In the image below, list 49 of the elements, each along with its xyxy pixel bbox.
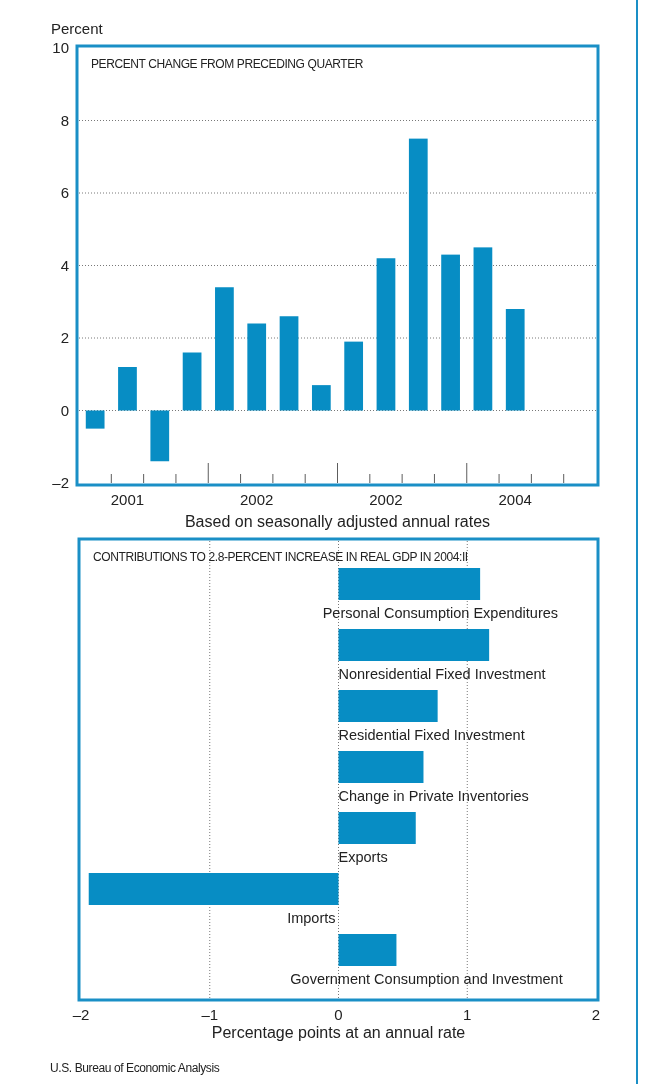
y-tick-label: Change in Private Inventories: [338, 788, 529, 804]
x-tick-label: 2004: [498, 491, 532, 508]
y-axis-title: Percent: [51, 20, 104, 37]
y-tick-label: 8: [60, 111, 69, 129]
bar: [338, 812, 416, 844]
bar: [279, 316, 299, 411]
bar: [473, 247, 493, 411]
bar: [85, 410, 105, 429]
y-tick-label: Personal Consumption Expenditures: [322, 605, 559, 621]
x-tick-label: 1: [463, 1006, 472, 1023]
bar: [441, 254, 460, 411]
y-tick-label: Imports: [287, 910, 336, 926]
bar: [376, 258, 396, 411]
bar: [344, 341, 364, 411]
bar: [505, 309, 525, 411]
y-tick-label: 2: [60, 329, 69, 347]
x-tick-label: 2002: [240, 491, 274, 508]
y-tick-label: 10: [52, 39, 69, 57]
bar: [338, 751, 424, 783]
bar: [408, 138, 428, 411]
y-tick-label: –2: [52, 474, 69, 492]
bar: [338, 568, 481, 600]
bar: [247, 323, 267, 411]
bar: [311, 385, 331, 411]
y-tick-label: 6: [60, 184, 69, 202]
bar: [118, 367, 137, 411]
x-tick-label: 2: [591, 1006, 601, 1023]
bar: [338, 629, 490, 661]
x-axis-title: Based on seasonally adjusted annual rates: [184, 513, 491, 530]
bar: [88, 873, 339, 905]
x-tick-label: 2002: [369, 491, 403, 508]
text: PERCENT CHANGE FROM PRECEDING QUARTER: [91, 57, 364, 71]
y-tick-label: 4: [60, 256, 69, 274]
bar: [182, 352, 202, 411]
bar: [338, 690, 438, 722]
y-tick-label: 0: [60, 401, 69, 419]
y-tick-label: Exports: [338, 849, 388, 865]
x-tick-label: –1: [201, 1006, 219, 1023]
bar: [215, 287, 234, 411]
bar: [338, 934, 397, 966]
text: CONTRIBUTIONS TO 2.8-PERCENT INCREASE IN REAL GDP IN 2004:II: [93, 550, 468, 564]
x-tick-label: –2: [72, 1006, 90, 1023]
x-tick-label: 2001: [110, 491, 145, 508]
y-tick-label: Residential Fixed Investment: [338, 727, 525, 743]
text: U.S. Bureau of Economic Analysis: [50, 1061, 220, 1075]
y-tick-label: Nonresidential Fixed Investment: [338, 666, 546, 682]
bar: [150, 410, 170, 462]
y-tick-label: Government Consumption and Investment: [290, 971, 563, 987]
x-axis-title: Percentage points at an annual rate: [211, 1024, 466, 1041]
